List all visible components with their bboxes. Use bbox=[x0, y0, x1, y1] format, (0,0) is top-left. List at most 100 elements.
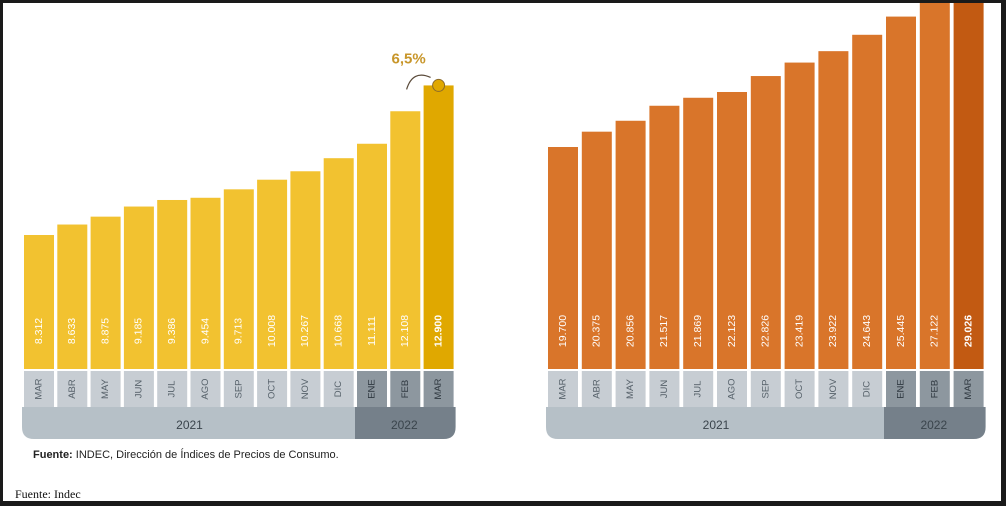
right-year-band-2022 bbox=[884, 407, 986, 439]
right-bar bbox=[683, 97, 714, 369]
left-month-label: MAY bbox=[100, 378, 111, 399]
left-month-label: MAR bbox=[433, 378, 444, 399]
right-month-label: ENE bbox=[896, 379, 907, 399]
frame: 2021 2022 8.312 MAR 8.633 ABR 8.875 MAY 9.185 JUN… bbox=[3, 3, 1003, 501]
right-month-label: DIC bbox=[862, 381, 873, 398]
right-bar bbox=[615, 120, 646, 370]
right-month-cell bbox=[548, 371, 578, 407]
left-bar bbox=[90, 216, 121, 369]
left-bar bbox=[257, 179, 288, 369]
left-month-label: OCT bbox=[267, 379, 278, 399]
right-value-label: 22.123 bbox=[726, 315, 738, 347]
left-bar bbox=[123, 206, 154, 369]
right-value-label: 22.826 bbox=[760, 315, 772, 347]
right-month-cell bbox=[953, 371, 984, 407]
right-bar bbox=[784, 62, 815, 369]
right-bar bbox=[649, 105, 680, 370]
left-annotation-dot bbox=[432, 78, 446, 92]
right-value-label: 27.122 bbox=[929, 315, 941, 347]
left-value-label: 10.008 bbox=[266, 315, 278, 347]
left-bar bbox=[24, 235, 54, 369]
right-value-label: 25.445 bbox=[895, 315, 907, 347]
left-month-label: AGO bbox=[200, 378, 211, 399]
right-month-label: MAR bbox=[558, 378, 569, 399]
left-month-label: JUL bbox=[167, 381, 178, 398]
right-bar bbox=[919, 3, 950, 369]
left-month-label: ABR bbox=[67, 379, 78, 399]
left-value-label: 8.312 bbox=[33, 318, 45, 344]
right-month-label: MAY bbox=[625, 378, 636, 399]
left-month-cell bbox=[190, 371, 221, 407]
left-value-label: 9.386 bbox=[166, 318, 178, 344]
left-value-label: 8.875 bbox=[99, 318, 111, 344]
right-year-band-2021 bbox=[546, 407, 884, 439]
right-year-label-2022: 2022 bbox=[920, 418, 947, 432]
left-month-cell bbox=[390, 371, 421, 407]
right-month-cell bbox=[615, 371, 646, 407]
left-value-label: 12.900 bbox=[432, 315, 444, 347]
right-value-label: 23.922 bbox=[827, 315, 839, 347]
right-value-label: 24.643 bbox=[861, 315, 873, 347]
right-month-label: JUL bbox=[693, 381, 704, 398]
right-month-cell bbox=[750, 371, 781, 407]
left-bar bbox=[323, 158, 354, 369]
right-bar bbox=[717, 91, 747, 370]
right-month-cell bbox=[649, 371, 680, 407]
right-month-label: AGO bbox=[727, 378, 738, 399]
left-bar bbox=[390, 111, 421, 369]
left-month-cell bbox=[290, 371, 321, 407]
left-month-cell bbox=[223, 371, 254, 407]
charts-canvas: 2021 2022 8.312 MAR 8.633 ABR 8.875 MAY 9.185 JUN… bbox=[22, 3, 986, 439]
left-year-label-2022: 2022 bbox=[391, 418, 418, 432]
right-value-label: 21.517 bbox=[658, 315, 670, 347]
right-month-label: MAR bbox=[963, 378, 974, 399]
chart-source-note: Fuente: INDEC, Dirección de Índices de P… bbox=[33, 449, 339, 461]
right-month-label: SEP bbox=[760, 379, 771, 398]
left-value-label: 8.633 bbox=[66, 318, 78, 344]
left-value-label: 10.267 bbox=[299, 315, 311, 347]
right-month-cell bbox=[717, 371, 747, 407]
source-text: INDEC, Dirección de Índices de Precios d… bbox=[72, 449, 339, 461]
left-bar bbox=[290, 171, 321, 369]
left-month-label: DIC bbox=[333, 381, 344, 398]
source-prefix: Fuente: bbox=[33, 449, 73, 461]
left-month-label: NOV bbox=[300, 378, 311, 399]
right-bar bbox=[818, 51, 849, 370]
left-month-cell bbox=[323, 371, 354, 407]
left-bar bbox=[57, 224, 88, 369]
left-month-cell bbox=[57, 371, 88, 407]
right-value-label: 19.700 bbox=[557, 315, 569, 347]
right-month-label: ABR bbox=[591, 379, 602, 399]
left-bar bbox=[223, 189, 254, 369]
right-month-label: JUN bbox=[659, 380, 670, 399]
right-month-label: FEB bbox=[929, 380, 940, 398]
right-month-cell bbox=[818, 371, 849, 407]
left-month-cell bbox=[24, 371, 54, 407]
right-value-label: 20.375 bbox=[591, 315, 603, 347]
left-month-label: ENE bbox=[367, 379, 378, 399]
right-month-cell bbox=[886, 371, 916, 407]
left-year-band-2021 bbox=[22, 407, 355, 439]
left-annotation-arc bbox=[406, 74, 431, 90]
left-annotation-label: 6,5% bbox=[391, 50, 425, 67]
right-bar bbox=[548, 147, 578, 369]
right-month-cell bbox=[581, 371, 612, 407]
left-bar bbox=[190, 197, 221, 369]
left-bar bbox=[357, 143, 387, 369]
left-bar bbox=[423, 85, 454, 369]
right-bar bbox=[953, 3, 984, 369]
left-value-label: 9.185 bbox=[133, 318, 145, 344]
left-month-label: SEP bbox=[233, 379, 244, 398]
right-bar bbox=[581, 131, 612, 369]
left-value-label: 10.668 bbox=[332, 315, 344, 347]
right-year-label-2021: 2021 bbox=[703, 418, 730, 432]
left-year-band-2022 bbox=[355, 407, 456, 439]
right-bar bbox=[852, 34, 883, 370]
left-month-cell bbox=[423, 371, 454, 407]
right-month-cell bbox=[919, 371, 950, 407]
left-month-label: MAR bbox=[34, 378, 45, 399]
left-month-cell bbox=[257, 371, 288, 407]
right-value-label: 29.026 bbox=[962, 315, 974, 347]
right-value-label: 23.419 bbox=[793, 315, 805, 347]
left-year-label-2021: 2021 bbox=[176, 418, 203, 432]
